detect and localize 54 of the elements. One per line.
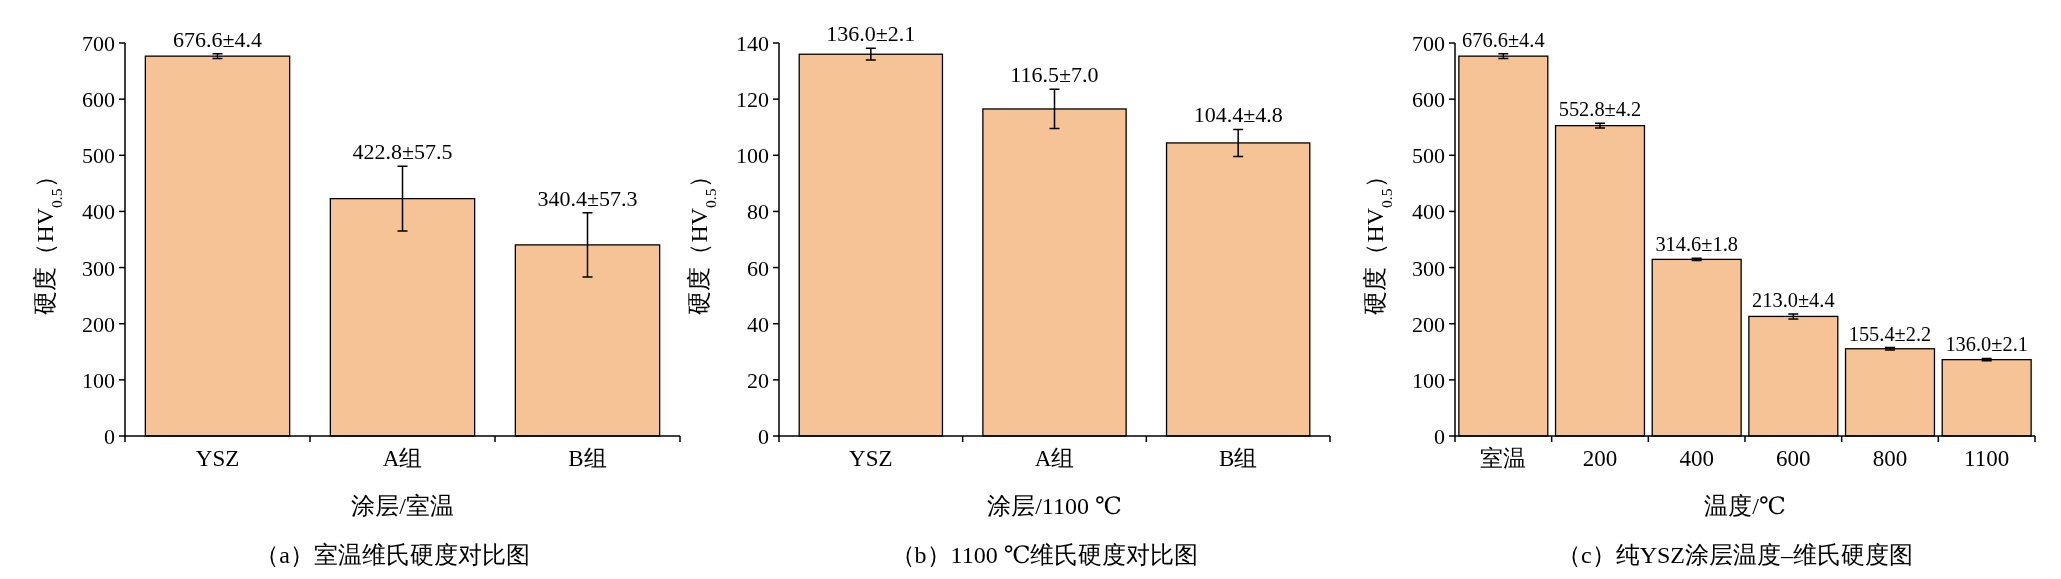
x-axis-title: 涂层/1100 ℃ <box>987 493 1122 519</box>
x-tick-label: 200 <box>1582 446 1618 471</box>
y-tick-label: 500 <box>1412 143 1445 169</box>
data-label: 676.6±4.4 <box>1462 28 1545 51</box>
data-label: 136.0±2.1 <box>1945 333 2028 356</box>
x-tick-label: B组 <box>568 446 607 471</box>
y-tick-label: 120 <box>736 87 769 113</box>
text: （c）纯YSZ涂层温度–维氏硬度图 <box>1557 542 1913 568</box>
y-tick-label: 0 <box>1434 424 1445 449</box>
x-tick-label: YSZ <box>195 446 240 471</box>
x-tick-label: A组 <box>1034 446 1075 471</box>
y-tick-label: 60 <box>747 255 769 281</box>
y-tick-label: 400 <box>1412 199 1445 225</box>
x-tick-label: 室温 <box>1480 446 1527 471</box>
y-tick-label: 200 <box>1412 311 1445 337</box>
x-axis-title: 温度/℃ <box>1704 493 1786 519</box>
x-tick-label: 400 <box>1679 446 1714 471</box>
data-label: 213.0±4.4 <box>1752 288 1835 311</box>
y-tick-label: 300 <box>1412 255 1445 281</box>
y-tick-label: 100 <box>736 143 769 169</box>
data-label: 340.4±57.3 <box>537 185 638 211</box>
y-tick-label: 700 <box>1412 31 1445 56</box>
data-label: 136.0±2.1 <box>826 21 916 47</box>
x-tick-label: 1100 <box>1964 446 2010 471</box>
y-tick-label: 140 <box>736 31 769 56</box>
y-tick-label: 400 <box>82 199 115 225</box>
y-tick-label: 20 <box>747 367 769 393</box>
y-tick-label: 80 <box>747 199 769 225</box>
x-tick-label: YSZ <box>849 446 893 471</box>
text: （b）1100 ℃维氏硬度对比图 <box>890 542 1199 568</box>
y-tick-label: 600 <box>82 87 115 113</box>
x-tick-label: A组 <box>382 446 423 471</box>
x-tick-label: 800 <box>1872 446 1908 471</box>
y-tick-label: 0 <box>758 424 769 449</box>
data-label: 676.6±4.4 <box>172 26 263 52</box>
y-tick-label: 600 <box>1412 87 1445 113</box>
data-label: 155.4±2.2 <box>1848 322 1932 345</box>
x-tick-label: 600 <box>1776 446 1811 471</box>
y-tick-label: 100 <box>1412 367 1445 393</box>
data-label: 552.8±4.2 <box>1558 98 1642 121</box>
x-tick-label: B组 <box>1218 446 1258 471</box>
y-tick-label: 100 <box>82 367 115 393</box>
data-label: 116.5±7.0 <box>1010 62 1099 88</box>
data-label: 422.8±57.5 <box>352 139 453 165</box>
text: （a）室温维氏硬度对比图 <box>255 542 530 568</box>
data-label: 104.4±4.8 <box>1193 102 1283 128</box>
y-tick-label: 40 <box>747 311 769 337</box>
y-tick-label: 0 <box>104 424 115 449</box>
y-tick-label: 700 <box>82 31 115 56</box>
data-label: 314.6±1.8 <box>1655 233 1738 256</box>
y-tick-label: 200 <box>82 311 115 337</box>
x-axis-title: 涂层/室温 <box>351 493 454 519</box>
y-tick-label: 500 <box>82 143 115 169</box>
y-tick-label: 300 <box>82 255 115 281</box>
